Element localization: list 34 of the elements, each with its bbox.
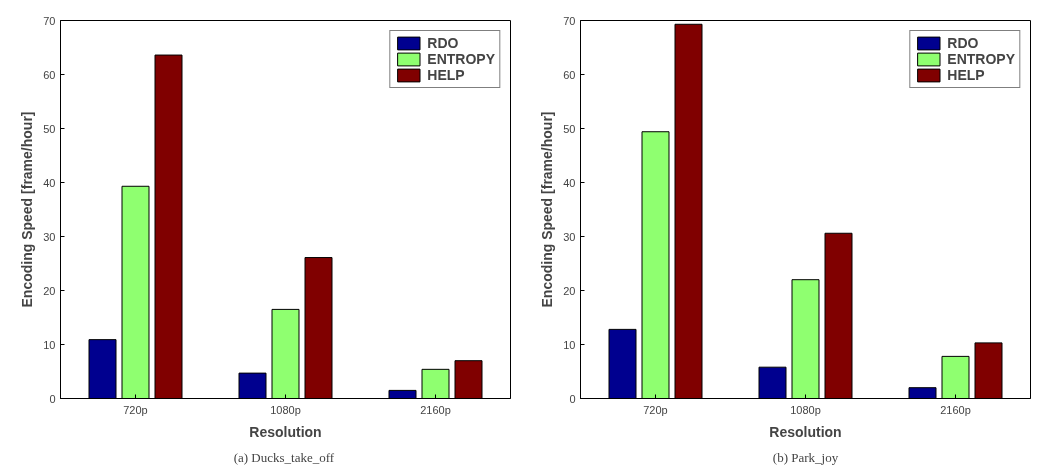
y-tick-label: 60	[43, 68, 56, 81]
text: (b) Park_joy	[772, 449, 839, 465]
x-axis-title: Resolution	[249, 423, 322, 440]
y-tick-label: 50	[43, 122, 56, 135]
y-tick-label: 10	[563, 338, 576, 351]
legend-label: HELP	[427, 67, 465, 83]
y-axis-title: Encoding Speed [frame/hour]	[19, 111, 36, 308]
y-tick-label: 0	[569, 392, 576, 405]
y-tick-label: 0	[49, 392, 56, 405]
y-tick-label: 40	[43, 176, 56, 189]
legend-label: RDO	[427, 35, 459, 51]
y-tick-label: 50	[563, 122, 576, 135]
x-tick-label: 1080p	[270, 403, 301, 416]
y-tick-label: 20	[563, 284, 576, 297]
text: (a) Ducks_take_off	[233, 449, 335, 465]
y-tick-label: 20	[43, 284, 56, 297]
x-tick-label: 1080p	[790, 403, 821, 416]
x-tick-label: 2160p	[420, 403, 451, 416]
y-tick-label: 70	[43, 14, 56, 27]
x-tick-label: 720p	[123, 403, 148, 416]
y-tick-label: 60	[563, 68, 576, 81]
legend-label: ENTROPY	[427, 51, 495, 67]
x-axis-title: Resolution	[769, 423, 842, 440]
legend-label: ENTROPY	[947, 51, 1015, 67]
y-tick-label: 30	[563, 230, 576, 243]
x-tick-label: 2160p	[940, 403, 971, 416]
legend-label: RDO	[947, 35, 979, 51]
y-tick-label: 10	[43, 338, 56, 351]
y-tick-label: 40	[563, 176, 576, 189]
legend-label: HELP	[947, 67, 985, 83]
y-tick-label: 70	[563, 14, 576, 27]
y-tick-label: 30	[43, 230, 56, 243]
x-tick-label: 720p	[643, 403, 668, 416]
y-axis-title: Encoding Speed [frame/hour]	[539, 111, 556, 308]
